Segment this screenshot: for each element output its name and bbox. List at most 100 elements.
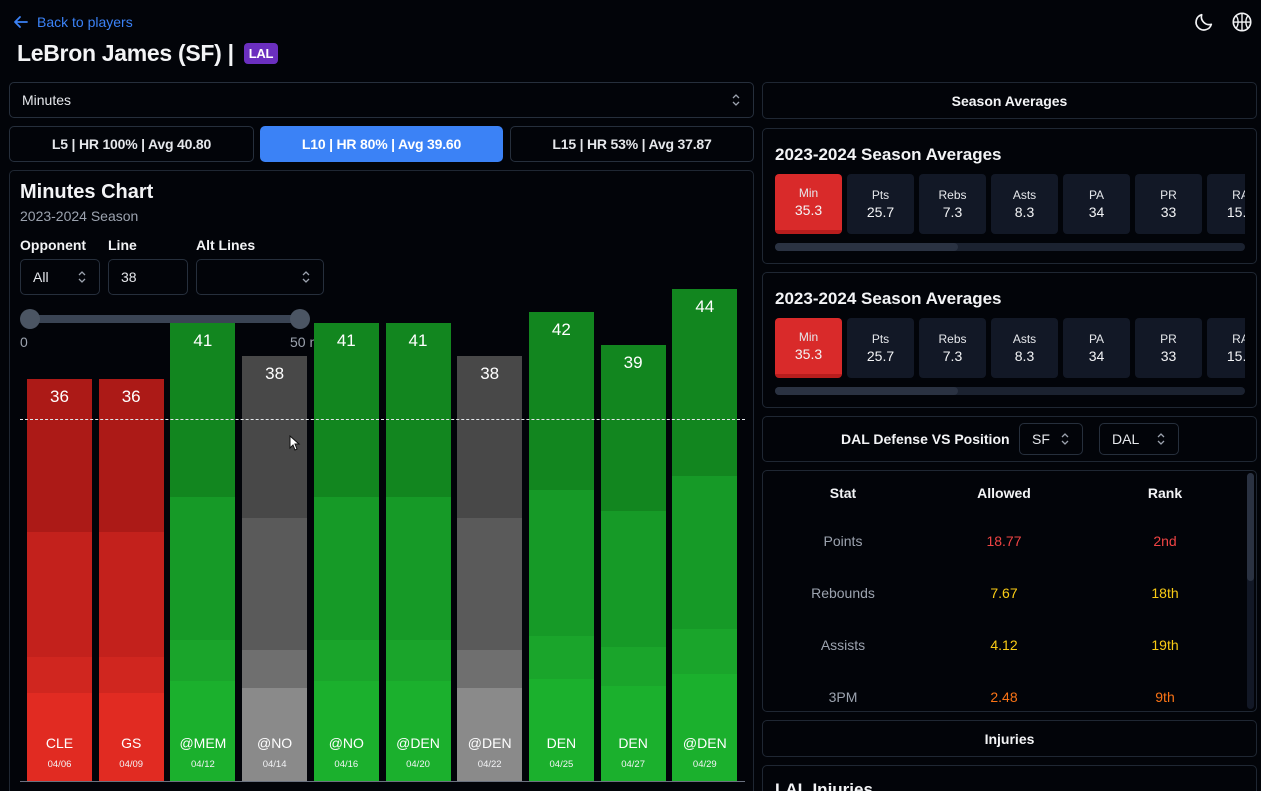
bar-value-label: 42	[551, 319, 571, 339]
page-title: LeBron James (SF) | LAL	[17, 40, 279, 67]
stat-card-value: 25.7	[866, 204, 895, 220]
chart-bar[interactable]: 36 CLE 04/06	[27, 378, 92, 782]
range-max-handle[interactable]	[290, 309, 310, 329]
chevron-updown-icon	[732, 94, 740, 106]
stat-card-pr[interactable]: PR 33	[1135, 174, 1202, 234]
season-card-title: 2023-2024 Season Averages	[775, 289, 1002, 308]
opponent-select[interactable]: All	[20, 259, 100, 295]
chart-bar[interactable]: 41 @MEM 04/12	[170, 322, 236, 782]
stat-card-min[interactable]: Min 35.3	[775, 318, 842, 378]
bar-date-label: 04/29	[692, 758, 717, 770]
stat-card-value: 7.3	[942, 204, 963, 220]
defense-header: DAL Defense VS Position SF DAL	[762, 416, 1257, 462]
bar-opponent-label: DEN	[546, 734, 577, 751]
bar-opponent-label: @MEM	[179, 734, 227, 751]
position-select-value: SF	[1032, 431, 1050, 447]
stat-card-ra[interactable]: RA 15.6	[1207, 174, 1245, 234]
chart-bar[interactable]: 44 @DEN 04/29	[672, 289, 738, 782]
bar-date-label: 04/06	[47, 758, 72, 770]
bar-opponent-label: CLE	[45, 734, 74, 751]
bar-opponent-label: @NO	[256, 734, 293, 751]
alt-lines-label: Alt Lines	[196, 237, 256, 253]
stat-select[interactable]: Minutes	[9, 82, 754, 118]
stat-card-value: 35.3	[794, 346, 823, 362]
line-input[interactable]: 38	[108, 259, 188, 295]
defense-allowed: 2.48	[990, 689, 1018, 705]
defense-allowed: 18.77	[986, 533, 1022, 549]
defense-stat: 3PM	[828, 689, 858, 705]
injuries-subtitle: LAL Injuries	[775, 780, 873, 791]
bar-opponent-label: @DEN	[682, 734, 727, 751]
defense-stat: Rebounds	[811, 585, 875, 601]
back-to-players-link[interactable]: Back to players	[13, 12, 133, 32]
stat-card-pa[interactable]: PA 34	[1063, 174, 1130, 234]
chevron-updown-icon	[302, 271, 310, 283]
chevron-updown-icon	[1157, 433, 1165, 445]
chart-bar[interactable]: 42 DEN 04/25	[528, 311, 594, 782]
stat-card-rebs[interactable]: Rebs 7.3	[919, 174, 986, 234]
season-card-1: 2023-2024 Season Averages Min 35.3 Pts 25.7…	[762, 128, 1257, 264]
team-select[interactable]: DAL	[1099, 423, 1179, 455]
stat-card-asts[interactable]: Asts 8.3	[991, 318, 1058, 378]
tab-l15[interactable]: L15 | HR 53% | Avg 37.87	[510, 126, 754, 162]
chart-baseline	[20, 781, 745, 782]
stat-card-pts[interactable]: Pts 25.7	[847, 174, 914, 234]
stat-card-pa[interactable]: PA 34	[1063, 318, 1130, 378]
stat-card-key: Min	[798, 186, 819, 200]
moon-icon[interactable]	[1193, 11, 1215, 33]
defense-title: DAL Defense VS Position	[841, 431, 1010, 447]
stat-card-value: 34	[1088, 348, 1105, 364]
chart-bar[interactable]: 39 DEN 04/27	[600, 345, 666, 782]
chart-bar[interactable]: 36 GS 04/09	[98, 378, 164, 782]
season-averages-header[interactable]: Season Averages	[762, 82, 1257, 119]
horizontal-scrollbar[interactable]	[775, 243, 1245, 251]
defense-rank: 18th	[1151, 585, 1179, 601]
vertical-scrollbar[interactable]	[1247, 473, 1254, 709]
tab-l10[interactable]: L10 | HR 80% | Avg 39.60	[260, 126, 503, 162]
player-name: LeBron James (SF) |	[17, 40, 234, 66]
defense-allowed: 4.12	[990, 637, 1018, 653]
chart-bar[interactable]: 41 @NO 04/16	[313, 322, 379, 782]
season-card-title: 2023-2024 Season Averages	[775, 145, 1002, 164]
stat-card-value: 7.3	[942, 348, 963, 364]
defense-allowed: 7.67	[990, 585, 1018, 601]
horizontal-scrollbar[interactable]	[775, 387, 1245, 395]
chart-bar[interactable]: 41 @DEN 04/20	[385, 322, 451, 782]
bar-date-label: 04/27	[621, 758, 645, 770]
stat-card-asts[interactable]: Asts 8.3	[991, 174, 1058, 234]
stat-card-min[interactable]: Min 35.3	[775, 174, 842, 234]
back-label: Back to players	[37, 14, 133, 30]
defense-table: Stat Allowed Rank Points 18.77 2nd Rebounds…	[762, 470, 1257, 712]
range-slider-track[interactable]	[30, 315, 300, 323]
stat-card-key: PA	[1088, 332, 1105, 346]
position-select[interactable]: SF	[1019, 423, 1083, 455]
stat-card-ra[interactable]: RA 15.6	[1207, 318, 1245, 378]
bar-value-label: 36	[50, 386, 69, 406]
stat-card-key: RA	[1232, 188, 1245, 202]
stat-card-key: PR	[1160, 332, 1177, 346]
col-allowed: Allowed	[977, 485, 1031, 501]
stat-card-value: 35.3	[794, 202, 823, 218]
line-threshold	[20, 419, 745, 420]
stat-card-value: 15.6	[1226, 348, 1245, 364]
stat-card-rebs[interactable]: Rebs 7.3	[919, 318, 986, 378]
bar-date-label: 04/14	[262, 758, 287, 770]
range-min-handle[interactable]	[20, 309, 40, 329]
bar-opponent-label: @NO	[328, 734, 364, 751]
stat-card-value: 15.6	[1226, 204, 1245, 220]
chart-bar[interactable]: 38 @DEN 04/22	[457, 356, 523, 782]
season-card-2: 2023-2024 Season Averages Min 35.3 Pts 25.7…	[762, 272, 1257, 408]
chart-subtitle: 2023-2024 Season	[20, 208, 139, 224]
alt-lines-select[interactable]	[196, 259, 324, 295]
chart-bar[interactable]: 38 @NO 04/14	[242, 356, 308, 782]
stat-card-key: Pts	[871, 332, 890, 346]
line-input-value: 38	[121, 269, 137, 285]
bar-opponent-label: @DEN	[396, 734, 440, 751]
injuries-header[interactable]: Injuries	[762, 720, 1257, 757]
tab-l5[interactable]: L5 | HR 100% | Avg 40.80	[9, 126, 254, 162]
stat-card-pr[interactable]: PR 33	[1135, 318, 1202, 378]
stat-card-key: Rebs	[938, 332, 967, 346]
stat-card-pts[interactable]: Pts 25.7	[847, 318, 914, 378]
stat-card-value: 25.7	[866, 348, 895, 364]
basketball-icon[interactable]	[1231, 11, 1253, 33]
